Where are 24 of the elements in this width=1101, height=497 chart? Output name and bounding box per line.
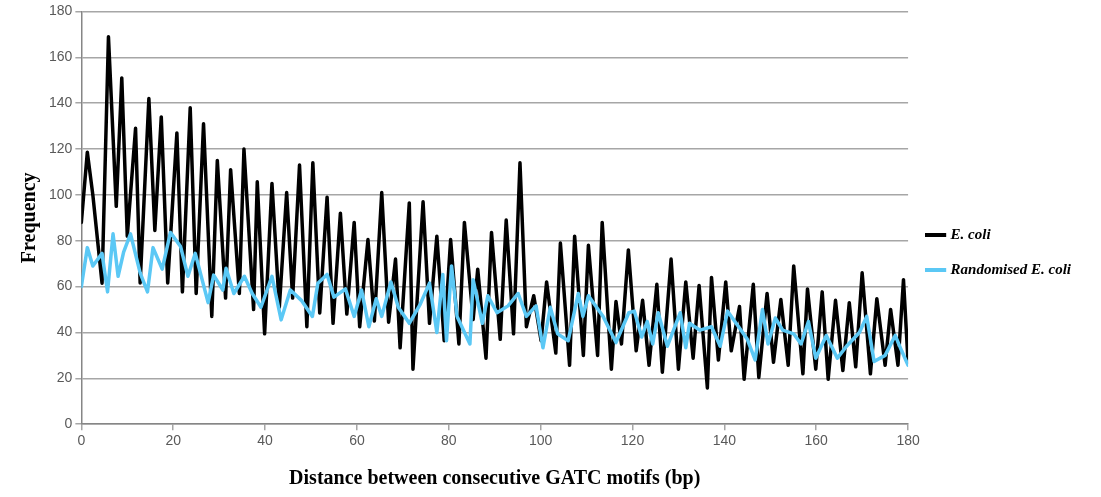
x-tick-label: 60 xyxy=(349,432,365,449)
x-tick-label: 0 xyxy=(77,432,86,449)
y-tick-label: 160 xyxy=(49,48,73,65)
legend-label: Randomised E. coli xyxy=(949,260,1072,277)
y-tick-label: 40 xyxy=(56,323,73,340)
y-tick-label: 120 xyxy=(49,139,73,156)
x-tick-label: 40 xyxy=(257,432,274,449)
y-tick-label: 60 xyxy=(56,277,73,294)
y-tick-label: 140 xyxy=(49,93,73,110)
x-tick-label: 100 xyxy=(528,432,553,449)
x-axis-title: Distance between consecutive GATC motifs (bp) xyxy=(289,466,701,490)
x-tick-label: 20 xyxy=(165,432,182,449)
x-tick-label: 180 xyxy=(896,432,920,449)
y-tick-label: 100 xyxy=(49,185,73,202)
x-tick-label: 80 xyxy=(441,432,457,449)
legend-label: E. coli xyxy=(949,225,992,242)
y-tick-label: 80 xyxy=(56,231,73,248)
x-tick-label: 140 xyxy=(712,432,737,449)
y-tick-label: 180 xyxy=(49,2,73,19)
y-axis-title: Frequency xyxy=(17,172,41,264)
x-tick-label: 160 xyxy=(804,432,829,449)
x-tick-label: 120 xyxy=(620,432,645,449)
y-tick-label: 20 xyxy=(56,369,73,386)
y-tick-label: 0 xyxy=(64,415,73,432)
